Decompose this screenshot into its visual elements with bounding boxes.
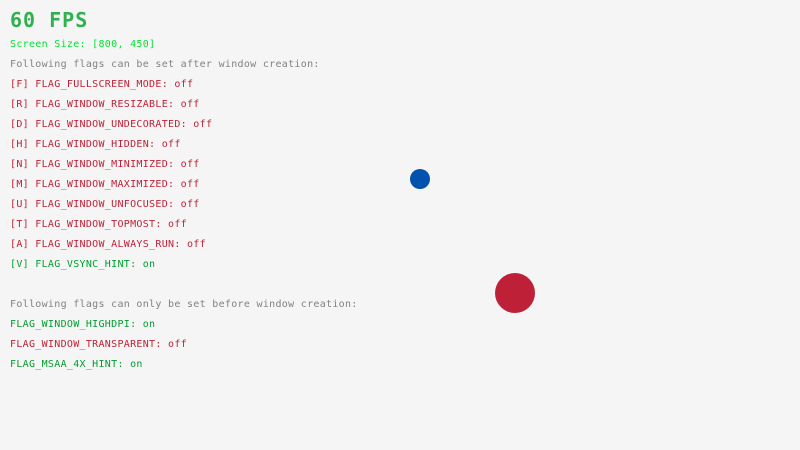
flag-label: [R] FLAG_WINDOW_RESIZABLE:: [10, 99, 181, 110]
flag-state: off: [168, 339, 187, 350]
flag-state: off: [180, 159, 200, 170]
bouncing-ball-small: [410, 169, 430, 189]
flag-label: [D] FLAG_WINDOW_UNDECORATED:: [10, 119, 194, 130]
flag-state: off: [186, 239, 206, 250]
flag-state: off: [193, 119, 213, 130]
flag-label: [M] FLAG_WINDOW_MAXIMIZED:: [10, 179, 181, 190]
after-creation-header: Following flags can be set after window …: [10, 59, 320, 70]
flag-row: [H] FLAG_WINDOW_HIDDEN: off: [10, 140, 181, 150]
flag-label: FLAG_WINDOW_TRANSPARENT:: [10, 339, 169, 350]
flag-state: off: [168, 219, 187, 230]
flag-label: FLAG_WINDOW_HIGHDPI:: [10, 319, 143, 330]
flag-state: on: [142, 259, 156, 270]
flag-row: [D] FLAG_WINDOW_UNDECORATED: off: [10, 120, 212, 130]
screen-size-label: Screen Size: [800, 450]: [10, 39, 156, 50]
flag-row: [N] FLAG_WINDOW_MINIMIZED: off: [10, 160, 200, 170]
flag-label: [F] FLAG_FULLSCREEN_MODE:: [10, 79, 175, 90]
flag-label: [T] FLAG_WINDOW_TOPMOST:: [10, 219, 169, 230]
flag-state: off: [161, 139, 181, 150]
flag-row: [M] FLAG_WINDOW_MAXIMIZED: off: [10, 180, 200, 190]
fps-counter: 60 FPS: [10, 8, 89, 32]
flag-row: [T] FLAG_WINDOW_TOPMOST: off: [10, 220, 187, 230]
flag-row: [R] FLAG_WINDOW_RESIZABLE: off: [10, 100, 200, 110]
before-creation-header: Following flags can only be set before w…: [10, 299, 358, 310]
flag-row: FLAG_MSAA_4X_HINT: on: [10, 360, 143, 370]
flag-row: [U] FLAG_WINDOW_UNFOCUSED: off: [10, 200, 200, 210]
flag-row: FLAG_WINDOW_HIGHDPI: on: [10, 320, 155, 330]
flag-row: [F] FLAG_FULLSCREEN_MODE: off: [10, 80, 193, 90]
flag-state: off: [180, 179, 200, 190]
flag-label: [H] FLAG_WINDOW_HIDDEN:: [10, 139, 162, 150]
flag-label: [U] FLAG_WINDOW_UNFOCUSED:: [10, 199, 181, 210]
flag-state: on: [130, 359, 143, 370]
flag-state: off: [180, 99, 200, 110]
flag-label: [V] FLAG_VSYNC_HINT:: [10, 259, 143, 270]
flag-row: [A] FLAG_WINDOW_ALWAYS_RUN: off: [10, 240, 206, 250]
flag-label: FLAG_MSAA_4X_HINT:: [10, 359, 131, 370]
flag-state: off: [180, 199, 200, 210]
flag-label: [A] FLAG_WINDOW_ALWAYS_RUN:: [10, 239, 187, 250]
flag-row: [V] FLAG_VSYNC_HINT: on: [10, 260, 155, 270]
bouncing-ball-large: [495, 273, 535, 313]
flag-state: on: [142, 319, 156, 330]
flag-label: [N] FLAG_WINDOW_MINIMIZED:: [10, 159, 181, 170]
flag-state: off: [174, 79, 194, 90]
flag-row: FLAG_WINDOW_TRANSPARENT: off: [10, 340, 187, 350]
